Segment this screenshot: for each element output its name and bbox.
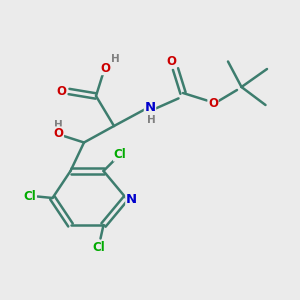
Text: Cl: Cl <box>93 241 105 254</box>
Text: H: H <box>111 54 120 64</box>
Text: H: H <box>147 115 156 125</box>
Text: O: O <box>208 97 218 110</box>
Text: N: N <box>144 101 156 114</box>
Text: O: O <box>100 61 110 75</box>
Text: O: O <box>166 55 176 68</box>
Text: O: O <box>56 85 67 98</box>
Text: N: N <box>126 193 137 206</box>
Text: Cl: Cl <box>114 148 126 161</box>
Text: Cl: Cl <box>24 190 36 203</box>
Text: H: H <box>54 120 63 130</box>
Text: O: O <box>53 127 64 140</box>
